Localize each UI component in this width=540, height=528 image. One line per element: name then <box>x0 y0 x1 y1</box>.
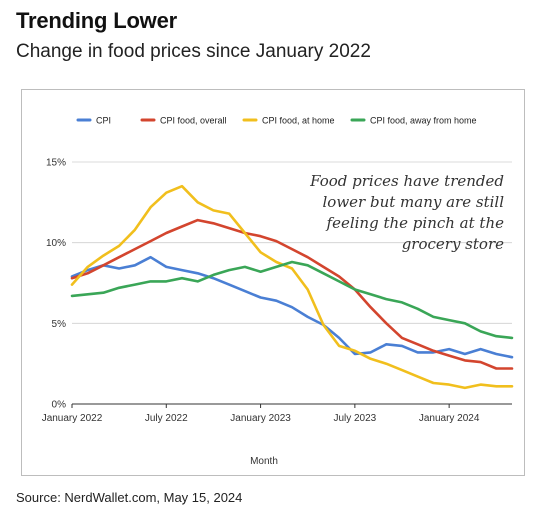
annotation-line: feeling the pinch at the <box>326 214 505 232</box>
x-tick-label: January 2024 <box>419 413 480 424</box>
x-tick-label: July 2022 <box>145 413 188 424</box>
series-line-3 <box>70 184 514 390</box>
x-axis-ticks: January 2022 July 2022 January 2023 July 20… <box>42 404 480 424</box>
annotation-line: Food prices have trended <box>309 172 504 190</box>
series-line-2 <box>70 218 514 370</box>
line-chart: CPI CPI food, overall CPI food, at home CPI… <box>42 116 514 467</box>
x-tick-label: January 2023 <box>230 413 291 424</box>
legend-label: CPI food, at home <box>262 116 335 126</box>
legend-label: CPI <box>96 116 111 126</box>
legend-label: CPI food, away from home <box>370 116 477 126</box>
annotation-line: grocery store <box>402 235 504 253</box>
series-line-1 <box>70 255 514 359</box>
x-tick-label: July 2023 <box>333 413 376 424</box>
page-subtitle: Change in food prices since January 2022 <box>16 41 371 62</box>
x-tick-label: January 2022 <box>42 413 103 424</box>
chart-annotation: Food prices have trended lower but many a… <box>309 172 504 253</box>
y-tick-label: 10% <box>46 238 66 249</box>
y-tick-label: 15% <box>46 158 66 169</box>
chart-series <box>70 184 514 390</box>
y-tick-label: 0% <box>52 400 67 411</box>
chart-legend: CPI CPI food, overall CPI food, at home CPI… <box>76 116 477 126</box>
y-axis-ticks: 0% 5% 10% 15% <box>46 158 66 411</box>
source-note: Source: NerdWallet.com, May 15, 2024 <box>16 490 243 505</box>
y-tick-label: 5% <box>52 319 67 330</box>
annotation-line: lower but many are still <box>323 193 505 211</box>
x-axis-label: Month <box>250 456 278 467</box>
legend-label: CPI food, overall <box>160 116 227 126</box>
chart-frame: CPI CPI food, overall CPI food, at home CPI… <box>21 89 525 476</box>
series-line-4 <box>70 260 514 340</box>
page-title: Trending Lower <box>16 8 177 33</box>
